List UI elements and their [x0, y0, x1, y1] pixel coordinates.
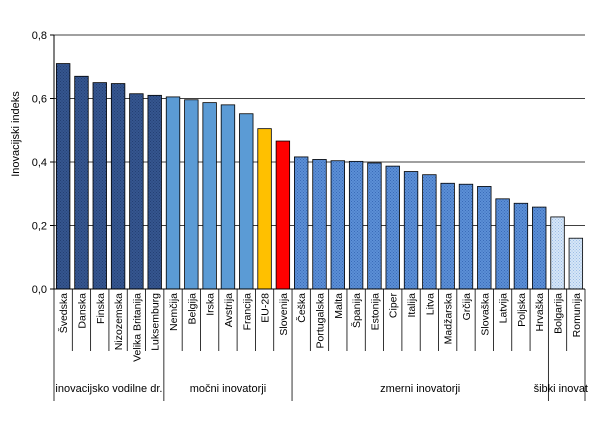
- y-tick-label: 0,4: [32, 157, 47, 169]
- category-label: Italija: [406, 293, 418, 318]
- bar-eu-28: [257, 128, 272, 290]
- category-label: Romunija: [571, 293, 583, 338]
- y-tick-labels: 0,0 0,2 0,4 0,6 0,8: [32, 30, 47, 296]
- bar-madžarska: [440, 182, 455, 290]
- category-label: Grčija: [461, 293, 473, 321]
- bar-romunija: [568, 237, 584, 290]
- category-label: Hrvaška: [534, 293, 546, 332]
- category-labels: Švedska Danska Finska Nizozemska Velika Brit…: [57, 292, 583, 361]
- category-label: Češka: [295, 293, 308, 323]
- bar-belgija: [184, 99, 199, 290]
- category-label: Bolgarija: [553, 293, 565, 334]
- bar-francija: [239, 113, 254, 290]
- group-label: zmerni inovatorji: [380, 383, 460, 395]
- bars: [55, 63, 584, 290]
- bar-slovenija: [275, 140, 291, 290]
- group-label: močni inovatorji: [190, 383, 266, 395]
- bar-danska: [74, 75, 89, 290]
- bar-avstrija: [220, 104, 236, 290]
- category-label: Portugalska: [315, 293, 327, 349]
- category-label: Belgija: [186, 293, 198, 325]
- bar-slovaška: [477, 186, 492, 290]
- bar-ciper: [385, 165, 400, 290]
- bar-češka: [294, 156, 309, 290]
- bar-nizozemska: [110, 83, 126, 290]
- bar-hrvaška: [532, 206, 547, 290]
- bar-velika-britanija: [129, 93, 144, 290]
- category-label: EU-28: [260, 293, 272, 323]
- bar-luksemburg: [147, 94, 162, 290]
- bar-irska: [202, 102, 217, 290]
- bar-litva: [422, 174, 437, 290]
- category-label: Litva: [424, 293, 436, 315]
- category-label: Francija: [241, 293, 253, 331]
- y-tick-label: 0,2: [32, 221, 47, 233]
- category-label: Nemčija: [168, 293, 180, 331]
- category-label: Irska: [205, 293, 217, 316]
- category-label: Finska: [95, 293, 107, 324]
- bar-latvija: [495, 198, 510, 290]
- group-label: šibki inovat: [534, 383, 588, 395]
- bar-švedska: [55, 63, 71, 290]
- category-label: Ciper: [388, 292, 400, 318]
- bar-portugalska: [312, 159, 327, 290]
- axes: [53, 35, 586, 351]
- y-tick-label: 0,8: [32, 30, 47, 42]
- bar-nemčija: [165, 96, 181, 290]
- y-tick-label: 0,6: [32, 94, 47, 106]
- category-label: Luksemburg: [150, 293, 162, 351]
- category-label: Slovaška: [479, 293, 491, 336]
- bar-bolgarija: [550, 216, 565, 290]
- category-label: Nizozemska: [113, 293, 125, 350]
- bar-grčija: [458, 183, 474, 290]
- category-label: Latvija: [498, 293, 510, 324]
- category-label: Madžarska: [443, 293, 455, 345]
- category-label: Poljska: [516, 293, 528, 327]
- category-label: Velika Britanija: [131, 293, 143, 362]
- category-label: Danska: [76, 293, 88, 329]
- y-tick-label: 0,0: [32, 284, 47, 296]
- category-label: Španija: [350, 293, 363, 328]
- bar-estonija: [367, 162, 382, 290]
- category-label: Slovenija: [278, 293, 290, 336]
- bar-malta: [330, 160, 345, 290]
- category-label: Švedska: [57, 293, 70, 333]
- bar-španija: [348, 160, 364, 290]
- group-labels: inovacijsko vodilne dr. močni inovatorji z…: [53, 351, 588, 401]
- category-label: Avstrija: [223, 293, 235, 327]
- bar-finska: [92, 82, 107, 290]
- bar-poljska: [513, 202, 529, 290]
- category-label: Estonija: [369, 293, 381, 331]
- category-label: Malta: [333, 293, 345, 319]
- y-axis-label: Inovacijski indeks: [10, 91, 22, 177]
- group-label: inovacijsko vodilne dr.: [55, 383, 162, 395]
- bar-italija: [403, 171, 419, 290]
